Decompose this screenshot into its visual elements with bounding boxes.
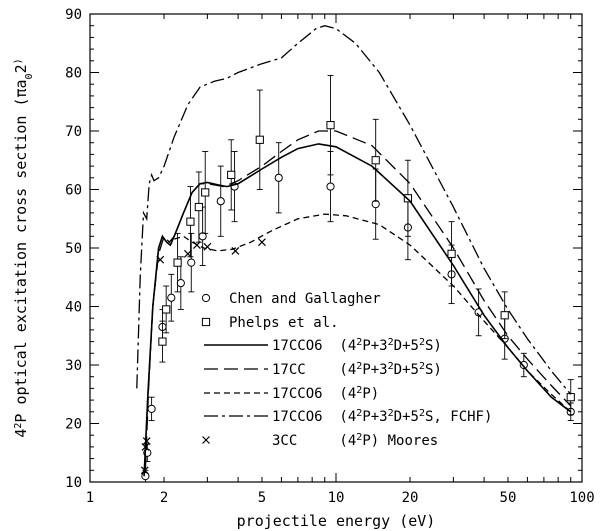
y-tick-label: 60: [65, 183, 82, 199]
x-tick-label: 10: [328, 490, 345, 506]
data-point: [187, 258, 196, 267]
data-point: [158, 337, 167, 346]
data-point: [371, 156, 380, 165]
x-tick-label: 5: [258, 490, 266, 506]
y-tick-label: 40: [65, 300, 82, 316]
data-point: [173, 258, 182, 267]
data-point: [258, 238, 266, 247]
legend-entry: 17CCO6 (42P): [204, 385, 379, 403]
legend-label: 17CCO6 (42P+32D+52S): [272, 337, 442, 355]
x-tick-label: 1: [86, 490, 94, 506]
data-point: [255, 135, 264, 144]
data-point: [194, 202, 203, 212]
legend-label: 3CC (42P) Moores: [272, 432, 438, 450]
series-1: [158, 74, 575, 416]
series-line: [144, 130, 572, 471]
data-point: [326, 182, 335, 191]
legend-entry: Chen and Gallagher: [201, 291, 381, 307]
legend-symbol: [201, 293, 211, 303]
data-point: [140, 466, 149, 475]
y-tick-label: 70: [65, 124, 82, 140]
legend-label: 17CC (42P+32D+52S): [272, 361, 442, 379]
legend-label: Phelps et al.: [229, 315, 339, 331]
data-point: [186, 217, 195, 226]
data-point: [147, 404, 156, 413]
data-point: [326, 121, 335, 130]
legend-symbol: [201, 317, 211, 327]
series-3: [144, 130, 572, 471]
legend: Chen and Gallagher Phelps et al. 17CCO6 (4…: [201, 291, 492, 450]
series-6: [140, 238, 266, 475]
legend-symbol: [202, 436, 210, 444]
data-point: [447, 249, 456, 258]
legend-entry: 3CC (42P) Moores: [202, 432, 438, 450]
data-point: [231, 247, 240, 255]
x-tick-label: 2: [160, 490, 168, 506]
x-tick-label: 20: [402, 490, 419, 506]
x-tick-label: 100: [569, 490, 594, 506]
y-tick-label: 30: [65, 358, 82, 374]
data-point: [203, 242, 212, 251]
data-point: [176, 279, 185, 288]
y-axis-label: 42P optical excitation cross section (πa…: [12, 58, 35, 437]
legend-entry: Phelps et al.: [201, 315, 339, 331]
legend-label: Chen and Gallagher: [229, 291, 381, 307]
y-tick-label: 90: [65, 7, 82, 23]
data-point: [274, 173, 283, 182]
series-4: [143, 213, 572, 477]
legend-entry: 17CC (42P+32D+52S): [204, 361, 442, 379]
y-tick-label: 20: [65, 417, 82, 433]
series-line: [143, 213, 572, 477]
legend-label: 17CCO6 (42P+32D+52S, FCHF): [272, 408, 492, 426]
x-axis-label: projectile energy (eV): [237, 512, 436, 530]
x-tick-label: 50: [500, 490, 517, 506]
data-point: [162, 305, 171, 314]
data-point: [201, 188, 210, 197]
data-point: [566, 393, 575, 402]
y-tick-label: 50: [65, 241, 82, 257]
y-tick-label: 10: [65, 475, 82, 491]
series-5: [136, 25, 572, 395]
data-point: [183, 249, 192, 258]
series-line: [136, 25, 572, 395]
data-point: [227, 170, 236, 179]
data-point: [142, 437, 151, 445]
data-point: [141, 442, 150, 451]
legend-label: 17CCO6 (42P): [272, 385, 379, 403]
data-point: [500, 311, 509, 320]
legend-entry: 17CCO6 (42P+32D+52S): [204, 337, 442, 355]
data-layer: [136, 25, 575, 483]
axes-layer: 1 2 5 10 20 50 100 10 20 30 40 50 60 70 80 90: [65, 7, 595, 506]
data-point: [192, 241, 201, 249]
data-point: [216, 197, 225, 206]
y-tick-label: 80: [65, 66, 82, 82]
data-point: [167, 293, 176, 302]
legend-entry: 17CCO6 (42P+32D+52S, FCHF): [204, 408, 492, 426]
data-point: [156, 255, 165, 264]
